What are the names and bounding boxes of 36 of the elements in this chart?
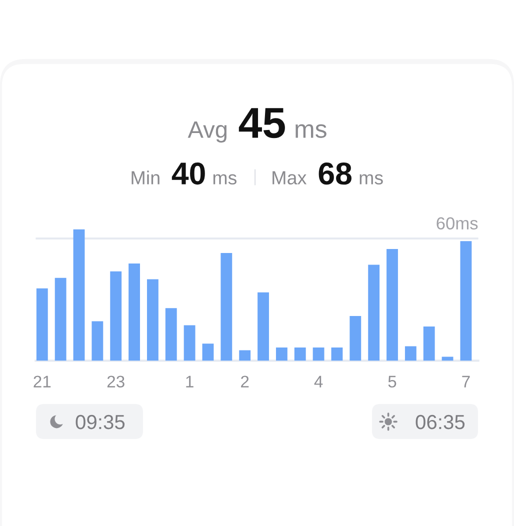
ref-line-label: 60ms: [436, 217, 478, 230]
bar: [368, 264, 380, 361]
x-tick-label: 23: [107, 376, 124, 388]
bar: [312, 348, 324, 361]
bar: [146, 279, 158, 361]
x-tick-label: 21: [34, 376, 51, 388]
bar: [331, 348, 343, 361]
bar: [110, 271, 122, 361]
text: 06:35: [416, 414, 465, 430]
bar: [73, 229, 85, 361]
chart-title: Avg 45 ms: [188, 108, 326, 143]
bar: [128, 263, 140, 361]
bar: [165, 308, 177, 361]
bar: [258, 292, 269, 361]
x-tick-label: 5: [388, 376, 396, 388]
x-tick-label: 4: [314, 376, 323, 388]
bar: [386, 249, 398, 361]
bar: [202, 344, 214, 361]
text: Min 40 ms: [132, 162, 236, 185]
bar: [294, 348, 306, 361]
text: Max 68 ms: [272, 162, 383, 185]
bar: [92, 321, 104, 361]
bar: [350, 316, 362, 361]
bar: [460, 241, 472, 361]
bar: [423, 326, 435, 361]
bar: [184, 325, 196, 361]
bar: [220, 252, 232, 361]
bar: [239, 350, 251, 361]
bar: [404, 346, 416, 361]
bar: [276, 348, 288, 361]
text: 09:35: [76, 414, 125, 430]
bar: [36, 288, 48, 361]
x-tick-label: 1: [186, 376, 194, 388]
x-tick-label: 7: [462, 376, 470, 388]
bar: [54, 278, 66, 361]
x-tick-label: 2: [241, 376, 249, 388]
